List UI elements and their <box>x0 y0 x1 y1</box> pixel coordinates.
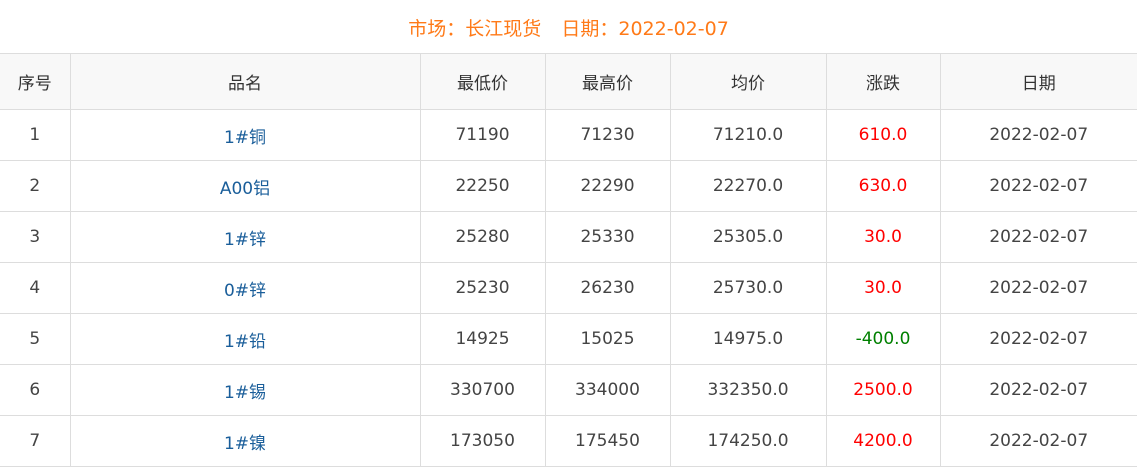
col-avg-cell: 174250.0 <box>669 415 827 467</box>
col-date-cell: 2022-02-07 <box>939 109 1137 161</box>
col-index-cell: 3 <box>0 211 71 263</box>
col-avg-cell: 71210.0 <box>669 109 827 161</box>
col-avg-cell: 332350.0 <box>669 364 827 416</box>
price-table: 序号 品名 最低价 最高价 均价 涨跌 日期 1 1#铜 71190 71230 71210.0 61… <box>0 53 1137 467</box>
col-name-cell[interactable]: 0#锌 <box>69 262 421 314</box>
col-high-cell: 334000 <box>544 364 671 416</box>
col-name-cell[interactable]: A00铝 <box>69 160 421 212</box>
market-value: 长江现货 <box>465 18 542 40</box>
col-date-cell: 2022-02-07 <box>939 364 1137 416</box>
col-index-cell: 7 <box>0 415 71 467</box>
col-name-cell[interactable]: 1#铅 <box>69 313 421 365</box>
col-change-cell: 2500.0 <box>825 364 941 416</box>
header-col-name: 品名 <box>69 53 421 110</box>
table-row: 2 A00铝 22250 22290 22270.0 630.0 2022-02-07 <box>0 160 1137 212</box>
table-header: 序号 品名 最低价 最高价 均价 涨跌 日期 <box>0 53 1137 110</box>
col-change-cell: 630.0 <box>825 160 941 212</box>
col-high-cell: 22290 <box>544 160 671 212</box>
col-high-cell: 175450 <box>544 415 671 467</box>
market-label: 市场： <box>408 18 466 40</box>
col-low-cell: 330700 <box>419 364 546 416</box>
col-change-cell: 30.0 <box>825 211 941 263</box>
col-date-cell: 2022-02-07 <box>939 262 1137 314</box>
col-name-cell[interactable]: 1#铜 <box>69 109 421 161</box>
page-title: 市场：长江现货 日期：2022-02-07 <box>0 0 1137 53</box>
header-col-date: 日期 <box>939 53 1137 110</box>
table-row: 4 0#锌 25230 26230 25730.0 30.0 2022-02-07 <box>0 262 1137 314</box>
table-row: 7 1#镍 173050 175450 174250.0 4200.0 2022-02-07 <box>0 415 1137 467</box>
col-avg-cell: 25305.0 <box>669 211 827 263</box>
col-avg-cell: 25730.0 <box>669 262 827 314</box>
header-col-avg: 均价 <box>669 53 827 110</box>
col-index-cell: 2 <box>0 160 71 212</box>
col-low-cell: 25230 <box>419 262 546 314</box>
col-index-cell: 5 <box>0 313 71 365</box>
col-name-cell[interactable]: 1#锌 <box>69 211 421 263</box>
header-col-index: 序号 <box>0 53 71 110</box>
market-info: 市场：长江现货 <box>408 18 541 40</box>
col-low-cell: 14925 <box>419 313 546 365</box>
col-high-cell: 25330 <box>544 211 671 263</box>
table-row: 3 1#锌 25280 25330 25305.0 30.0 2022-02-07 <box>0 211 1137 263</box>
table-row: 1 1#铜 71190 71230 71210.0 610.0 2022-02-07 <box>0 109 1137 161</box>
col-name-cell[interactable]: 1#锡 <box>69 364 421 416</box>
col-high-cell: 71230 <box>544 109 671 161</box>
date-label: 日期： <box>561 18 619 40</box>
col-index-cell: 6 <box>0 364 71 416</box>
col-change-cell: 30.0 <box>825 262 941 314</box>
col-date-cell: 2022-02-07 <box>939 211 1137 263</box>
col-name-cell[interactable]: 1#镍 <box>69 415 421 467</box>
col-change-cell: 610.0 <box>825 109 941 161</box>
col-index-cell: 1 <box>0 109 71 161</box>
col-date-cell: 2022-02-07 <box>939 313 1137 365</box>
col-high-cell: 26230 <box>544 262 671 314</box>
col-change-cell: 4200.0 <box>825 415 941 467</box>
col-date-cell: 2022-02-07 <box>939 415 1137 467</box>
col-low-cell: 22250 <box>419 160 546 212</box>
col-date-cell: 2022-02-07 <box>939 160 1137 212</box>
table-row: 5 1#铅 14925 15025 14975.0 -400.0 2022-02-07 <box>0 313 1137 365</box>
col-avg-cell: 14975.0 <box>669 313 827 365</box>
header-col-low: 最低价 <box>419 53 546 110</box>
col-low-cell: 173050 <box>419 415 546 467</box>
date-value: 2022-02-07 <box>618 18 729 40</box>
header-col-high: 最高价 <box>544 53 671 110</box>
col-low-cell: 25280 <box>419 211 546 263</box>
col-change-cell: -400.0 <box>825 313 941 365</box>
date-info: 日期：2022-02-07 <box>561 18 728 40</box>
table-row: 6 1#锡 330700 334000 332350.0 2500.0 2022-02-07 <box>0 364 1137 416</box>
header-col-change: 涨跌 <box>825 53 941 110</box>
col-low-cell: 71190 <box>419 109 546 161</box>
col-index-cell: 4 <box>0 262 71 314</box>
col-avg-cell: 22270.0 <box>669 160 827 212</box>
col-high-cell: 15025 <box>544 313 671 365</box>
